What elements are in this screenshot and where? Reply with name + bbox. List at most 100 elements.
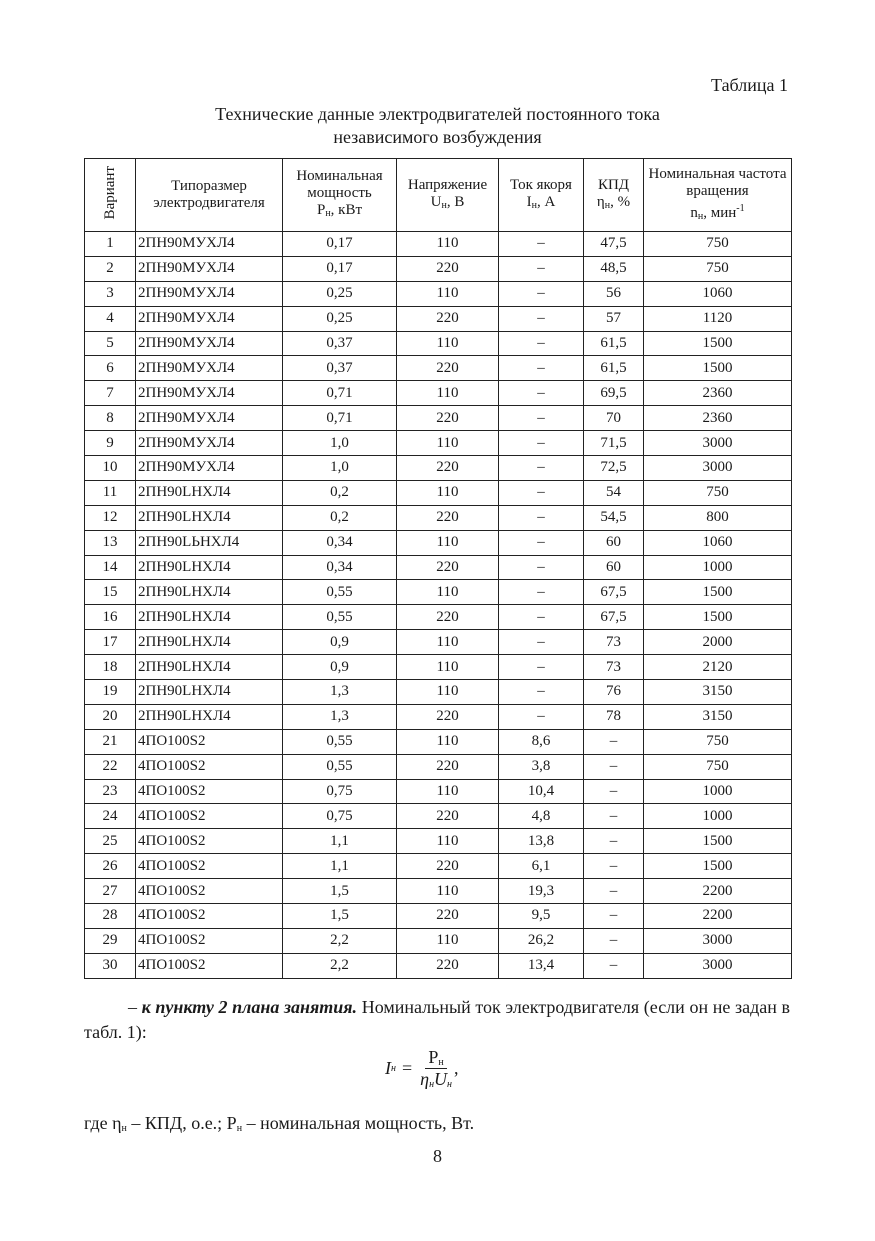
table-cell: 13,8 (498, 828, 584, 855)
symbol: U (430, 193, 442, 210)
table-cell: 0,75 (282, 778, 397, 805)
symbol: U (434, 1069, 448, 1089)
table-cell: 6 (84, 355, 136, 382)
table-cell: 22 (84, 753, 136, 780)
table-cell: 0,55 (282, 728, 397, 755)
header-label: Номинальная мощность (296, 168, 383, 201)
table-row: 17 2ПН90LНХЛ4 0,9 110–73 2000 (84, 629, 792, 656)
symbol: η (596, 193, 605, 210)
table-row: 20 2ПН90LНХЛ4 1,3 220–78 3150 (84, 703, 792, 730)
table-cell: – (498, 280, 584, 307)
header-label: Ток якоря (510, 176, 572, 193)
table-cell: 110 (396, 330, 499, 357)
table-cell: 0,34 (282, 529, 397, 556)
table-row: 26 4ПО100S2 1,1 220 6,1–1500 (84, 853, 792, 880)
table-cell: 57 (583, 305, 644, 332)
table-cell: 56 (583, 280, 644, 307)
table-cell: 4ПО100S2 (135, 903, 283, 929)
table-cell: 0,55 (282, 604, 397, 631)
table-row: 19 2ПН90LНХЛ4 1,3 110–76 3150 (84, 679, 792, 705)
unit: , В (446, 193, 465, 210)
unit: , % (610, 193, 631, 210)
symbol: η (420, 1069, 430, 1089)
table-cell: 1500 (643, 579, 792, 606)
table-cell: 19 (84, 679, 136, 705)
table-cell: – (583, 903, 644, 929)
header-cell: Вариант (84, 158, 136, 232)
table-cell: 3000 (643, 455, 792, 481)
table-cell: 2ПН90МУХЛ4 (135, 330, 283, 357)
table-cell: 4ПО100S2 (135, 878, 283, 905)
table-cell: 3150 (643, 679, 792, 705)
table-cell: 73 (583, 654, 644, 681)
table-cell: 220 (396, 753, 499, 780)
table-cell: – (583, 728, 644, 755)
table-cell: 15 (84, 579, 136, 606)
symbol: P (428, 1047, 439, 1067)
table-cell: 2 (84, 255, 136, 282)
table-cell: 2ПН90LНХЛ4 (135, 479, 283, 506)
table-cell: – (498, 405, 584, 432)
table-cell: 73 (583, 629, 644, 656)
table-cell: 2360 (643, 405, 792, 432)
numerator: Pн (425, 1047, 447, 1069)
table-cell: 18 (84, 654, 136, 681)
table-cell: 13,4 (498, 952, 584, 979)
table-cell: 0,2 (282, 504, 397, 531)
subscript: н (121, 1123, 127, 1134)
table-cell: – (498, 479, 584, 506)
table-cell: 1 (84, 231, 136, 257)
table-row: 30 4ПО100S2 2,2 220 13,4–3000 (84, 952, 792, 979)
table-cell: 220 (396, 803, 499, 830)
table-cell: 1,5 (282, 878, 397, 905)
table-row: 29 4ПО100S2 2,2 110 26,2–3000 (84, 927, 792, 954)
table-cell: 0,9 (282, 629, 397, 656)
table-cell: 0,75 (282, 803, 397, 830)
equals: = (401, 1058, 413, 1078)
table-cell: 17 (84, 629, 136, 656)
table-row: 16 2ПН90LНХЛ4 0,55 220–67,5 1500 (84, 604, 792, 631)
subscript: н (604, 199, 611, 211)
header-label: Номинальная частота вращения (648, 165, 787, 199)
table-cell: 1000 (643, 803, 792, 830)
symbol: P (316, 202, 326, 218)
table-cell: 21 (84, 728, 136, 755)
title: независимого возбуждения (333, 127, 542, 147)
table-cell: 2ПН90LНХЛ4 (135, 604, 283, 631)
symbol: I (526, 193, 532, 210)
table-cell: 1,0 (282, 430, 397, 457)
table-cell: 11 (84, 479, 136, 506)
table-row: 21 4ПО100S2 0,55 110 8,6–750 (84, 728, 792, 755)
table-cell: – (498, 455, 584, 481)
table-cell: 0,34 (282, 554, 397, 581)
table-cell: – (498, 504, 584, 531)
table-cell: 110 (396, 629, 499, 656)
table-cell: 6,1 (498, 853, 584, 880)
table-cell: 47,5 (583, 231, 644, 257)
table-cell: 20 (84, 703, 136, 730)
table-cell: 220 (396, 405, 499, 432)
table-cell: 750 (643, 753, 792, 780)
table-cell: 16 (84, 604, 136, 631)
table-cell: 60 (583, 554, 644, 581)
table-cell: 2ПН90LЬНХЛ4 (135, 529, 283, 556)
table-cell: 0,71 (282, 405, 397, 432)
table-cell: – (498, 554, 584, 581)
table-cell: 110 (396, 927, 499, 954)
subscript: н (325, 208, 331, 219)
table-cell: 0,2 (282, 479, 397, 506)
text: – номинальная мощность, Вт. (242, 1113, 475, 1133)
table-cell: 24 (84, 803, 136, 830)
table-cell: 1060 (643, 280, 792, 307)
table-cell: 72,5 (583, 455, 644, 481)
table-cell: 2ПН90LНХЛ4 (135, 579, 283, 606)
table-cell: 61,5 (583, 330, 644, 357)
table-row: 24 4ПО100S2 0,75 220 4,8–1000 (84, 803, 792, 830)
table-cell: 1000 (643, 778, 792, 805)
table-cell: 1060 (643, 529, 792, 556)
table-cell: 27 (84, 878, 136, 905)
table-cell: 2ПН90МУХЛ4 (135, 405, 283, 432)
table-row: 12 2ПН90LНХЛ4 0,2 220–54,5 800 (84, 504, 792, 531)
header-cell: Номинальная мощность Pн, кВт (282, 158, 397, 232)
table-cell: 2ПН90LНХЛ4 (135, 629, 283, 656)
